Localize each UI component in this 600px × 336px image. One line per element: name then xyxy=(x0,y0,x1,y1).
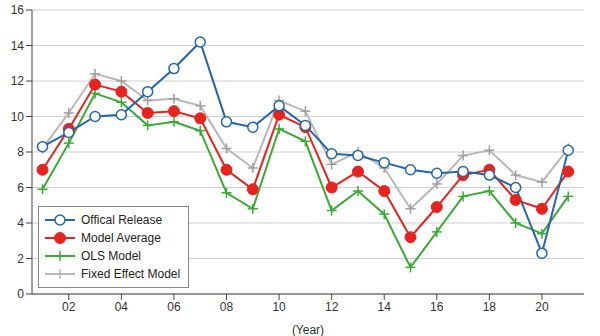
svg-text:16: 16 xyxy=(11,3,25,17)
svg-text:12: 12 xyxy=(325,300,339,314)
html-text:OLS Model: OLS Model xyxy=(81,249,141,263)
svg-text:14: 14 xyxy=(11,39,25,53)
svg-text:04: 04 xyxy=(115,300,129,314)
svg-text:12: 12 xyxy=(11,74,25,88)
svg-text:06: 06 xyxy=(167,300,181,314)
svg-text:8: 8 xyxy=(17,145,24,159)
svg-text:10: 10 xyxy=(272,300,286,314)
svg-text:16: 16 xyxy=(430,300,444,314)
svg-text:4: 4 xyxy=(17,216,24,230)
svg-text:2: 2 xyxy=(17,252,24,266)
svg-text:14: 14 xyxy=(378,300,392,314)
svg-text:(Year): (Year) xyxy=(292,323,324,336)
html-text:Fixed Effect Model: Fixed Effect Model xyxy=(81,267,181,281)
svg-text:18: 18 xyxy=(483,300,497,314)
svg-text:0: 0 xyxy=(17,287,24,301)
svg-text:10: 10 xyxy=(11,110,25,124)
html-text:Model Average: Model Average xyxy=(81,231,161,245)
svg-text:20: 20 xyxy=(535,300,549,314)
html-text:Offical Release: Offical Release xyxy=(81,213,163,227)
svg-text:08: 08 xyxy=(220,300,234,314)
svg-text:6: 6 xyxy=(17,181,24,195)
svg-text:02: 02 xyxy=(62,300,76,314)
